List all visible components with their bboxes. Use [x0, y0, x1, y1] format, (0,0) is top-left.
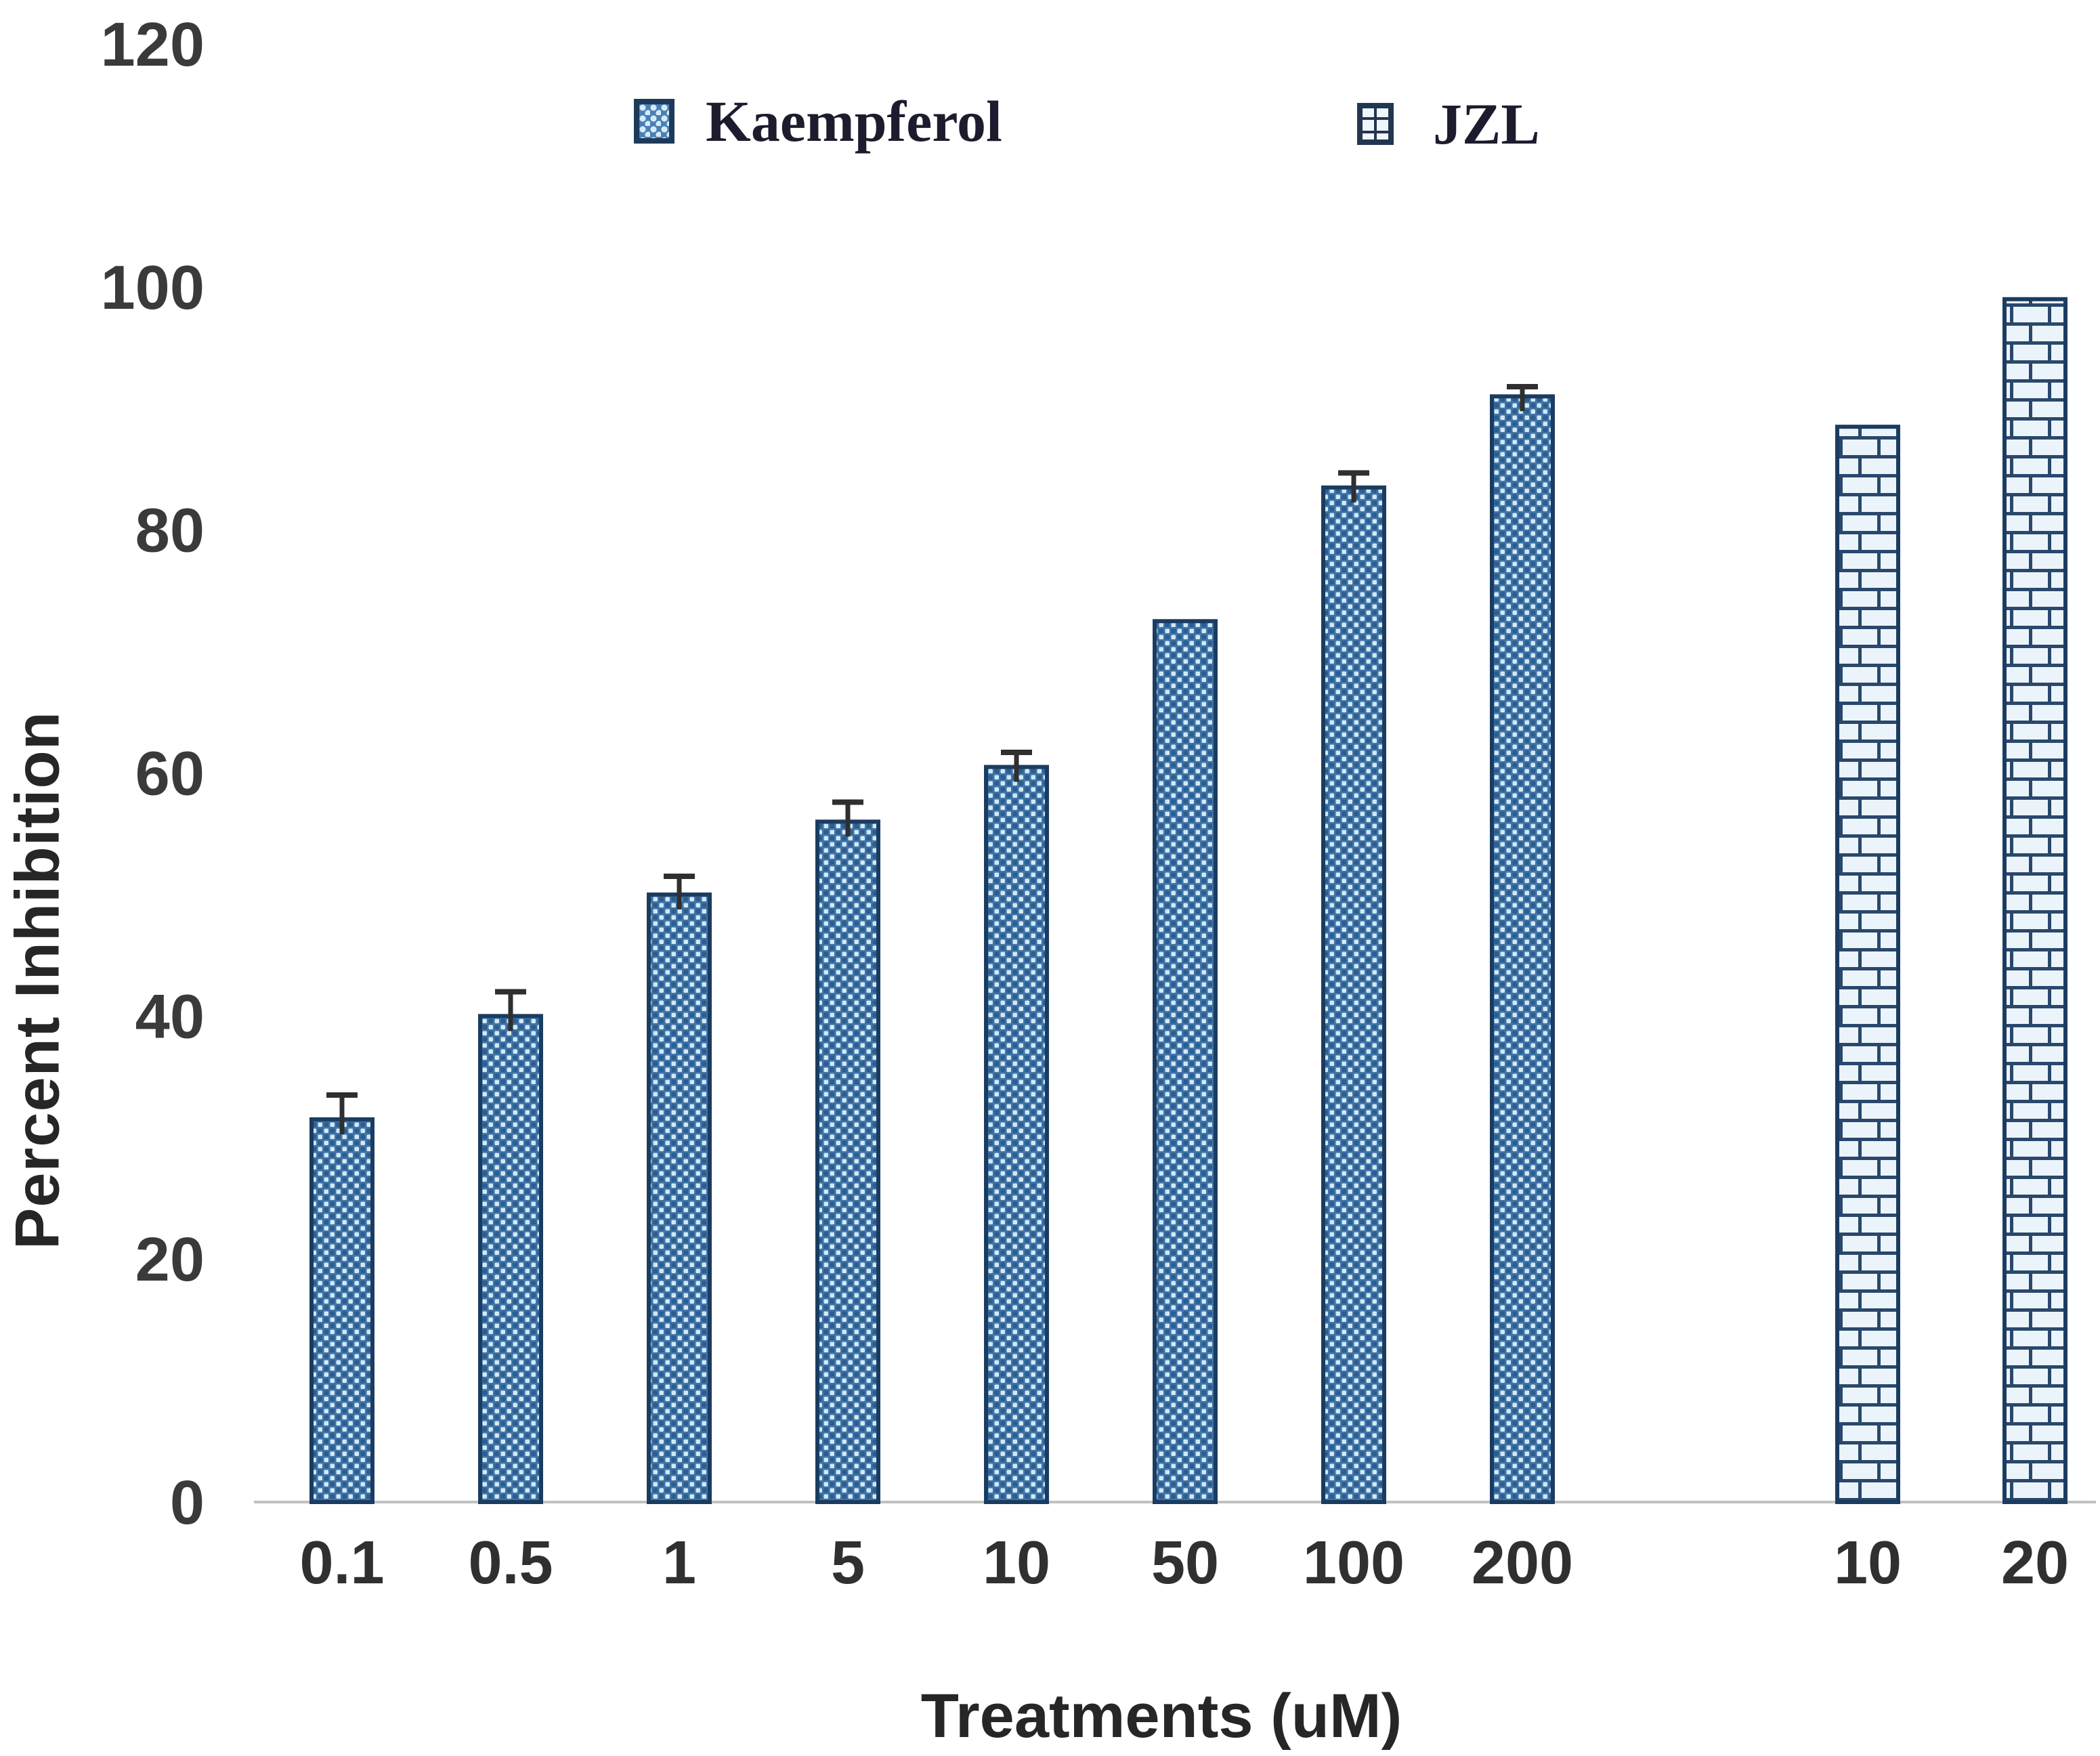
jzl-swatch-icon: [1357, 103, 1394, 145]
y-tick-label: 40: [135, 982, 205, 1051]
bar-kaempferol-50: [1153, 619, 1218, 1505]
y-tick-label: 80: [135, 496, 205, 565]
x-category-label: 10: [1834, 1529, 1902, 1597]
legend-label-kaempferol: Kaempferol: [706, 89, 1002, 154]
y-axis-title: Percent Inhibition: [3, 711, 72, 1250]
x-category-label: 5: [831, 1529, 865, 1597]
x-category-label: 100: [1303, 1529, 1405, 1597]
kaempferol-swatch-icon: [634, 99, 674, 144]
y-tick-label: 20: [135, 1225, 205, 1294]
y-tick-label: 0: [170, 1468, 205, 1537]
x-axis-title: Treatments (uM): [920, 1682, 1402, 1751]
bar-kaempferol-1: [647, 892, 712, 1504]
bar-kaempferol-10: [984, 765, 1049, 1504]
legend-item-jzl: JZL: [1357, 95, 1540, 153]
x-category-label: 10: [983, 1529, 1050, 1597]
y-tick-label: 100: [101, 253, 205, 322]
bar-kaempferol-0.1: [309, 1117, 374, 1504]
legend-item-kaempferol: Kaempferol: [634, 92, 1002, 150]
bar-kaempferol-200: [1490, 394, 1555, 1504]
y-tick-label: 120: [101, 10, 205, 79]
bar-kaempferol-5: [815, 819, 880, 1505]
y-tick-label: 60: [135, 740, 205, 809]
legend-label-jzl: JZL: [1433, 91, 1540, 156]
bar-kaempferol-0.5: [478, 1014, 543, 1505]
x-category-label: 0.1: [299, 1529, 384, 1597]
x-category-label: 50: [1151, 1529, 1219, 1597]
bar-kaempferol-100: [1321, 485, 1386, 1504]
x-category-label: 200: [1472, 1529, 1573, 1597]
bar-jzl-20: [2002, 297, 2067, 1504]
x-category-label: 20: [2001, 1529, 2069, 1597]
x-category-label: 1: [662, 1529, 696, 1597]
x-category-label: 0.5: [468, 1529, 553, 1597]
bar-jzl-10: [1835, 425, 1900, 1504]
